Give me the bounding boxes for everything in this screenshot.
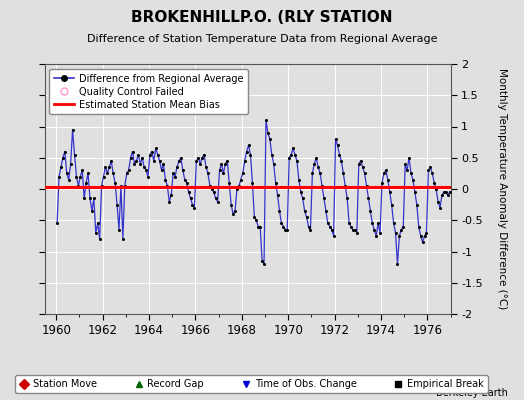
Text: Berkeley Earth: Berkeley Earth [436,388,508,398]
Text: Difference of Station Temperature Data from Regional Average: Difference of Station Temperature Data f… [87,34,437,44]
Legend: Difference from Regional Average, Quality Control Failed, Estimated Station Mean: Difference from Regional Average, Qualit… [49,69,248,114]
Legend: Station Move, Record Gap, Time of Obs. Change, Empirical Break: Station Move, Record Gap, Time of Obs. C… [15,375,488,393]
Text: BROKENHILLP.O. (RLY STATION: BROKENHILLP.O. (RLY STATION [131,10,393,25]
Y-axis label: Monthly Temperature Anomaly Difference (°C): Monthly Temperature Anomaly Difference (… [497,68,507,310]
